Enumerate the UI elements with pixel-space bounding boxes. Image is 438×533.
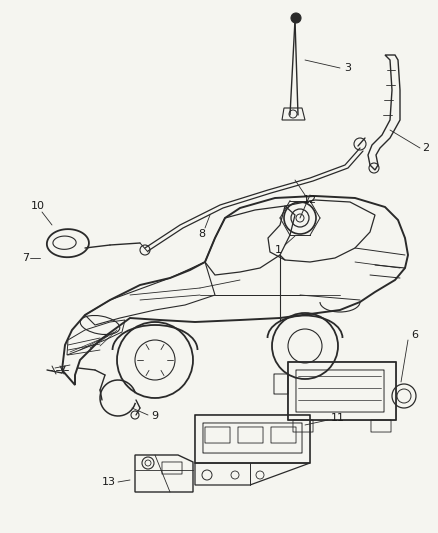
Text: 6: 6: [411, 330, 418, 340]
Circle shape: [291, 13, 301, 23]
Text: 12: 12: [303, 195, 317, 205]
Text: 11: 11: [331, 413, 345, 423]
Text: 10: 10: [31, 201, 45, 211]
Text: 13: 13: [102, 477, 116, 487]
Text: 2: 2: [422, 143, 430, 153]
Text: 3: 3: [345, 63, 352, 73]
Text: 7: 7: [22, 253, 29, 263]
Text: 8: 8: [198, 229, 205, 239]
Text: 1: 1: [275, 245, 282, 255]
Text: 9: 9: [152, 411, 159, 421]
